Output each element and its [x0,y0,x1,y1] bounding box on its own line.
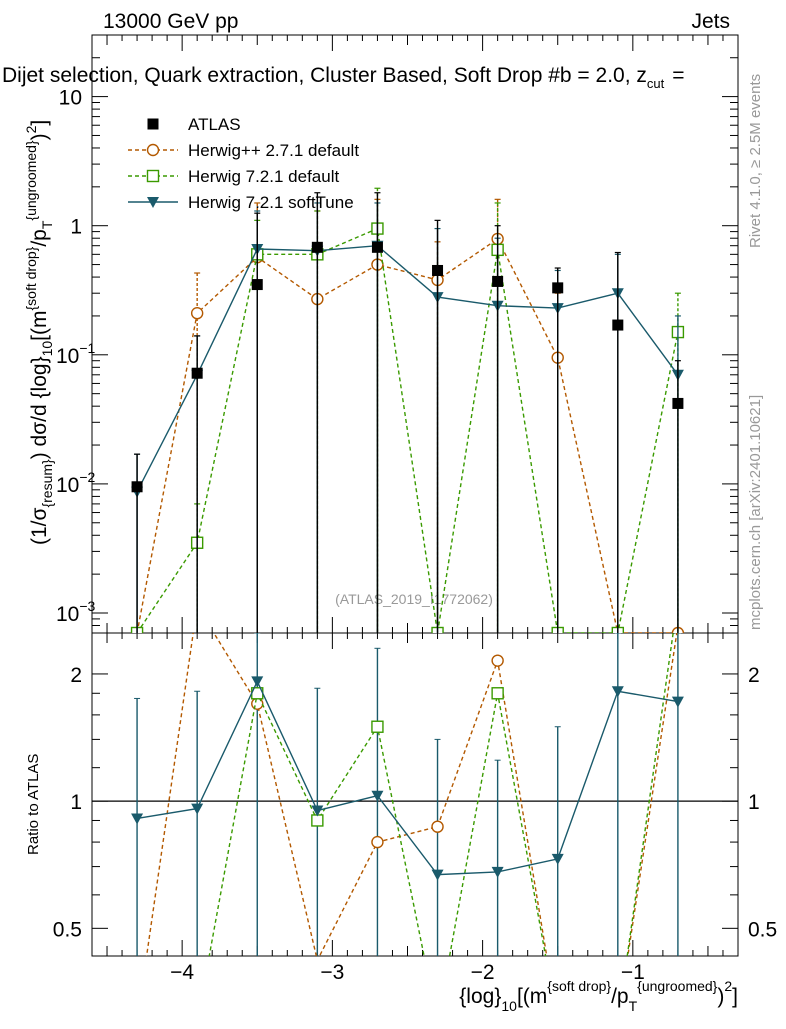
ratio-point [371,790,384,802]
legend-label: Herwig++ 2.7.1 default [188,141,359,160]
ratio-line [145,633,678,956]
ratio-y-label: Ratio to ATLAS [25,754,42,855]
ratio-line [136,679,679,876]
series-line [136,227,679,633]
series-herwig721 [130,187,685,633]
ratio-point [431,869,444,881]
ratio-point [431,820,444,833]
data-point [251,279,263,291]
ratio-y-axis: 2 2 1 1 0.5 0.5 [53,664,777,941]
analysis-watermark: (ATLAS_2019_I1772062) [335,591,493,607]
ratio-point [371,835,384,849]
legend-label: Herwig 7.2.1 default [188,167,339,186]
ratio-point [491,654,504,667]
legend-label: Herwig 7.2.1 softTune [188,193,354,212]
y-tick-label: 10−1 [56,340,96,368]
ratio-point [491,687,504,700]
data-point [552,282,564,294]
ratio-line [208,633,674,956]
data-point [492,275,504,287]
header-energy: 13000 GeV pp [103,10,238,33]
main-y-axis: 10 1 10−1 10−2 10−3 [56,34,738,634]
y-tick-label: 10−3 [56,598,96,626]
legend-marker [147,118,159,130]
plot-title: Dijet selection, Quark extraction, Clust… [2,64,685,91]
ratio-point [551,853,564,865]
ratio-tick-label-right: 1 [748,791,760,814]
x-tick-label: −2 [471,961,495,984]
ratio-tick-label: 1 [70,791,82,814]
ratio-point [311,805,324,817]
header-jets: Jets [691,10,730,33]
series-herwigpp [130,198,685,633]
ratio-point [671,696,684,708]
ratio-point [371,720,384,733]
legend-marker [146,143,160,157]
legend-label: ATLAS [188,115,241,134]
data-point [371,241,383,253]
ratio-series-herwig721 [208,633,674,956]
main-plot-area [130,187,685,633]
ratio-tick-label-right: 0.5 [748,918,777,941]
ratio-plot-area [92,633,738,956]
ratio-frame [91,632,739,957]
legend-item-softtune: Herwig 7.2.1 softTune [128,193,354,212]
mcplots-label: mcplots.cern.ch [arXiv:2401.10621] [747,395,764,630]
legend-marker [146,169,160,183]
series-softtune [131,202,684,633]
ratio-tick-label-right: 2 [748,664,760,687]
ratio-point [491,866,504,878]
y-tick-label: 10−2 [56,469,96,497]
y-tick-label: 1 [70,216,82,239]
legend: ATLAS Herwig++ 2.7.1 default Herwig 7.2.1 … [128,115,359,212]
data-point [672,397,684,409]
legend-item-herwigpp: Herwig++ 2.7.1 default [128,141,359,160]
ratio-point [311,814,324,827]
ratio-series-herwigpp [145,633,678,956]
ratio-tick-label: 2 [70,664,82,687]
legend-item-atlas: ATLAS [147,115,241,134]
x-tick-label: −1 [621,961,645,984]
y-tick-label: 10 [59,87,82,110]
rivet-label: Rivet 4.1.0, ≥ 2.5M events [747,74,764,248]
legend-item-herwig721: Herwig 7.2.1 default [128,167,339,186]
data-point [311,241,323,253]
data-point [131,481,143,493]
x-tick-label: −3 [320,961,344,984]
x-axis-label: {log}10[(m{soft drop}/pT{ungroomed})2] [459,978,738,1014]
ratio-series-softtune [131,676,684,881]
ratio-point [611,686,624,698]
ratio-point [251,676,264,688]
main-y-label: (1/σ{resum}) dσ/d {log}10[(m{soft drop}/… [23,120,55,545]
ratio-tick-label: 0.5 [53,918,82,941]
data-point [432,264,444,276]
ratio-point [131,813,144,825]
data-point [612,319,624,331]
data-point [191,367,203,379]
series-line [136,244,679,493]
legend-marker [147,197,159,208]
series-atlas [131,192,684,633]
x-tick-label: −4 [170,961,194,984]
ratio-point [191,803,204,815]
data-point [190,307,204,320]
